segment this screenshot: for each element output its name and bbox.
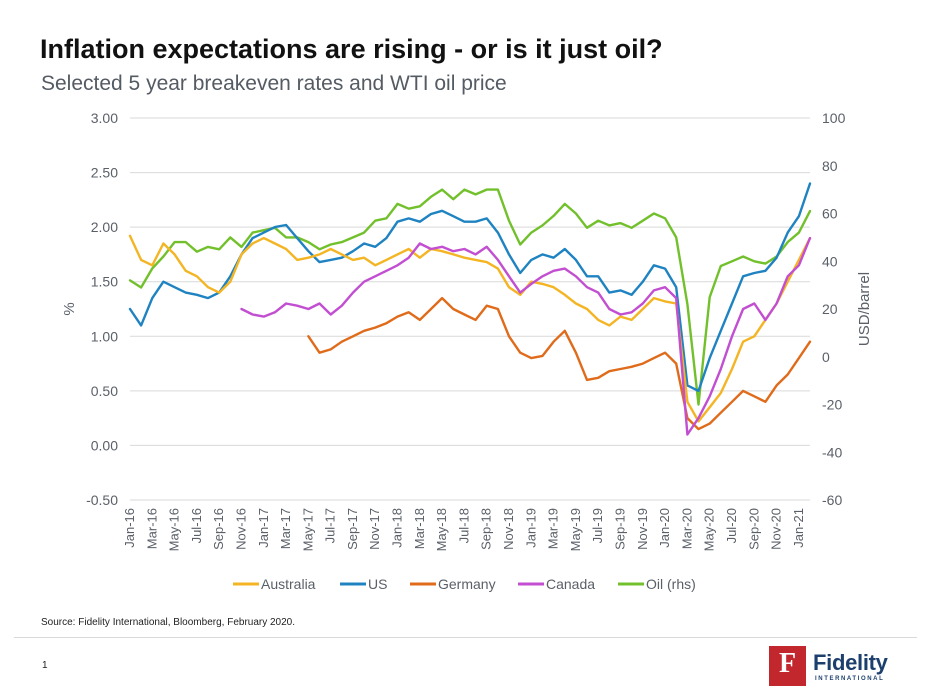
chart-title: Inflation expectations are rising - or i… (40, 34, 663, 64)
y2-tick-label: 80 (822, 158, 838, 174)
x-tick-label: Jul-17 (323, 508, 338, 543)
y2-tick-label: -40 (822, 444, 842, 460)
x-tick-label: Mar-19 (546, 508, 561, 549)
fidelity-f-icon: F (769, 646, 806, 686)
y-tick-label: 2.50 (91, 165, 118, 181)
logo-name: Fidelity (813, 650, 888, 675)
y-tick-label: 2.00 (91, 219, 118, 235)
x-tick-label: Sep-18 (479, 508, 494, 550)
x-tick-label: Jul-16 (189, 508, 204, 543)
y2-tick-label: -60 (822, 492, 842, 508)
x-tick-label: Nov-16 (233, 508, 248, 550)
x-tick-label: May-16 (167, 508, 182, 551)
y2-tick-label: 40 (822, 253, 838, 269)
x-tick-label: Mar-17 (278, 508, 293, 549)
x-tick-label: Mar-16 (144, 508, 159, 549)
line-chart: 3.00 2.50 2.00 1.50 1.00 0.50 0.00 -0.50 100 80 60… (61, 110, 873, 592)
x-tick-label: Sep-19 (612, 508, 627, 550)
x-tick-label: Jan-16 (122, 508, 137, 548)
y-tick-label: 1.50 (91, 274, 118, 290)
legend-label: Germany (438, 576, 496, 592)
x-tick-label: Jan-18 (390, 508, 405, 548)
series-line-us (128, 182, 812, 393)
y-tick-label: 3.00 (91, 110, 118, 126)
x-tick-label: May-17 (300, 508, 315, 551)
x-tick-label: Jul-19 (590, 508, 605, 543)
x-tick-label: May-18 (434, 508, 449, 551)
x-tick-label: May-19 (568, 508, 583, 551)
x-tick-label: Nov-19 (635, 508, 650, 550)
x-tick-label: Jan-17 (256, 508, 271, 548)
y2-tick-label: 100 (822, 110, 846, 126)
x-tick-label: Jul-18 (456, 508, 471, 543)
series-line-australia (128, 234, 812, 423)
x-tick-label: Sep-20 (746, 508, 761, 550)
x-tick-label: Mar-18 (412, 508, 427, 549)
series-line-canada (240, 236, 812, 436)
y2-tick-label: 0 (822, 349, 830, 365)
logo-subtext: INTERNATIONAL (815, 676, 885, 682)
source-note: Source: Fidelity International, Bloomber… (41, 617, 296, 628)
x-tick-label: Sep-17 (345, 508, 360, 550)
y-tick-label: 0.00 (91, 437, 118, 453)
y-tick-label: 0.50 (91, 383, 118, 399)
x-tick-label: Jul-20 (724, 508, 739, 543)
x-tick-label: Mar-20 (679, 508, 694, 549)
y2-tick-label: 60 (822, 206, 838, 222)
legend-label: Oil (rhs) (646, 576, 696, 592)
y-tick-label: 1.00 (91, 328, 118, 344)
x-tick-label: Nov-17 (367, 508, 382, 550)
x-tick-label: Sep-16 (211, 508, 226, 550)
y2-tick-label: -20 (822, 397, 842, 413)
x-tick-label: Jan-20 (657, 508, 672, 548)
footer-divider (14, 637, 917, 638)
y2-tick-label: 20 (822, 301, 838, 317)
series-line-germany (307, 296, 812, 431)
legend-label: US (368, 576, 387, 592)
fidelity-logo: F Fidelity INTERNATIONAL (769, 646, 909, 688)
legend-label: Canada (546, 576, 595, 592)
series-line-oil-rhs (128, 188, 812, 406)
legend-label: Australia (261, 576, 316, 592)
y2-axis-label: USD/barrel (856, 272, 873, 346)
y-tick-label: -0.50 (86, 492, 118, 508)
chart-subtitle: Selected 5 year breakeven rates and WTI … (41, 72, 507, 95)
x-tick-label: May-20 (702, 508, 717, 551)
x-tick-label: Nov-20 (769, 508, 784, 550)
y-axis-label: % (61, 302, 78, 315)
page-number: 1 (42, 660, 48, 671)
x-tick-label: Jan-21 (791, 508, 806, 548)
x-tick-label: Jan-19 (523, 508, 538, 548)
x-tick-label: Nov-18 (501, 508, 516, 550)
